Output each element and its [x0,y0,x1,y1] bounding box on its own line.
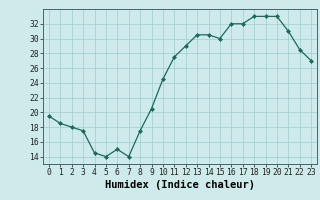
X-axis label: Humidex (Indice chaleur): Humidex (Indice chaleur) [105,180,255,190]
